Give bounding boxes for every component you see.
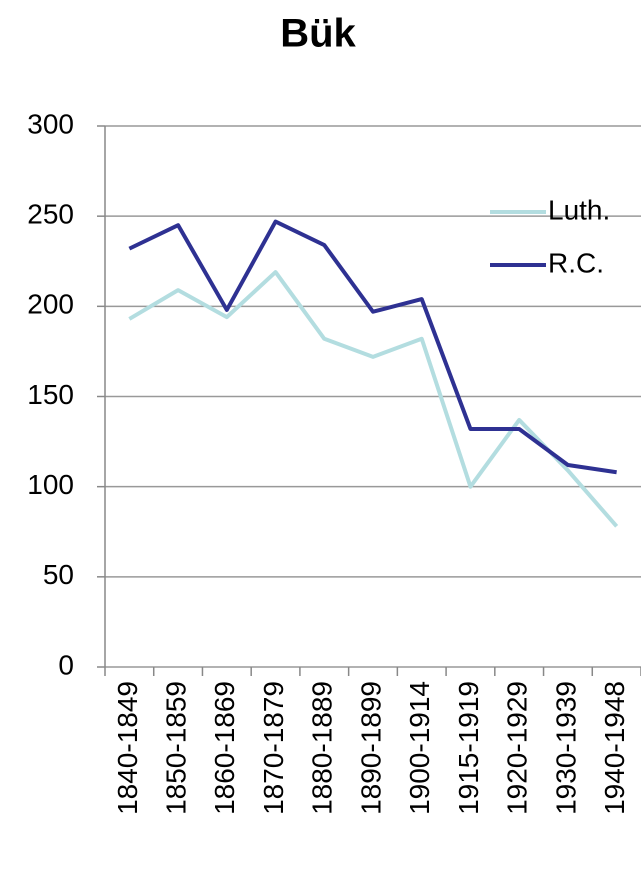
x-tick-label: 1860-1869 [209,681,240,815]
x-tick-label: 1930-1939 [550,681,581,815]
y-tick-label: 250 [27,199,74,230]
x-tick-label: 1890-1899 [355,681,386,815]
chart-title: Bük [280,12,356,56]
y-tick-label: 100 [27,469,74,500]
legend-label: R.C. [548,247,604,278]
legend-label: Luth. [548,194,610,225]
x-tick-label: 1900-1914 [404,681,435,815]
x-tick-label: 1880-1889 [307,681,338,815]
x-tick-label: 1915-1919 [453,681,484,815]
x-tick-label: 1840-1849 [112,681,143,815]
y-tick-label: 0 [58,649,74,680]
y-tick-label: 200 [27,289,74,320]
data-line [128,219,617,475]
y-tick-label: 50 [43,559,74,590]
x-tick-label: 1870-1879 [258,681,289,815]
x-tick-label: 1920-1929 [502,681,533,815]
y-tick-label: 150 [27,379,74,410]
data-line [128,270,619,528]
x-tick-label: 1850-1859 [160,681,191,815]
x-tick-label: 1940-1948 [599,681,630,815]
y-tick-label: 300 [27,108,74,139]
